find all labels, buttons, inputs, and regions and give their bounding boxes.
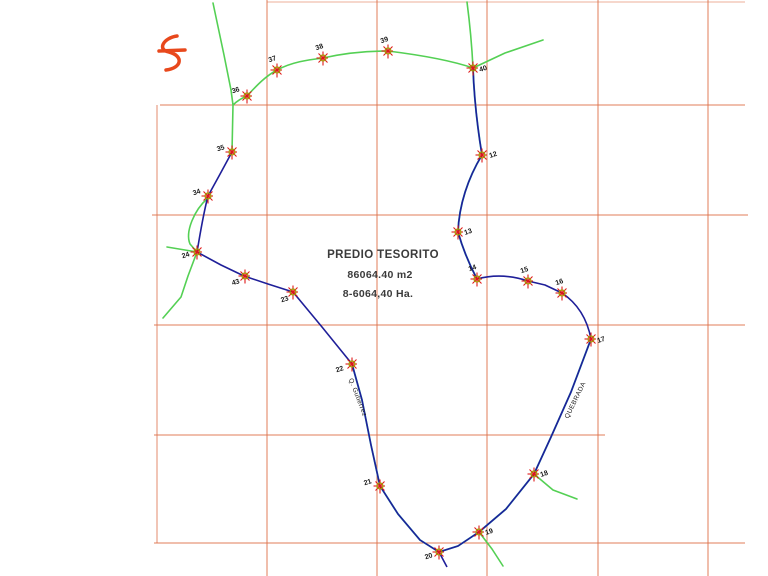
stream-northeast-branch <box>472 39 544 69</box>
benchmark-ring-icon <box>435 548 443 556</box>
point-number-22: 22 <box>335 365 345 374</box>
parcel-area-ha: 8-6064,40 Ha. <box>343 288 413 300</box>
survey-point-34 <box>201 189 213 204</box>
survey-point-40 <box>466 61 478 76</box>
benchmark-ring-icon <box>469 64 477 72</box>
stream-west-into-24 <box>166 246 198 253</box>
point-number-21: 21 <box>363 478 373 487</box>
benchmark-ring-icon <box>289 288 297 296</box>
stream-from-18 <box>533 473 578 500</box>
survey-point-19 <box>472 525 484 540</box>
benchmark-ring-icon <box>241 272 249 280</box>
benchmark-ring-icon <box>228 148 236 156</box>
survey-point-21 <box>373 479 385 494</box>
survey-point-39 <box>381 44 393 59</box>
point-number-35: 35 <box>216 144 226 153</box>
parcel-boundary <box>196 67 592 568</box>
survey-point-16 <box>555 286 567 301</box>
survey-point-15 <box>521 274 533 289</box>
point-number-34: 34 <box>192 188 202 197</box>
point-number-17: 17 <box>596 336 606 345</box>
survey-point-38 <box>316 51 328 66</box>
stream-under-east-boundary <box>457 67 483 280</box>
compass-glyph-icon <box>157 34 187 72</box>
point-number-14: 14 <box>468 264 478 273</box>
q-gutierrez-under-boundary <box>351 363 440 553</box>
survey-point-22 <box>345 357 357 372</box>
grid-lines <box>152 0 748 576</box>
point-number-24: 24 <box>181 251 191 260</box>
point-number-38: 38 <box>315 43 325 52</box>
stream-below-24 <box>162 251 198 319</box>
point-number-36: 36 <box>231 86 241 95</box>
survey-point-14 <box>470 272 482 287</box>
benchmark-ring-icon <box>587 335 595 343</box>
quebrada-under-boundary <box>438 338 592 553</box>
benchmark-ring-icon <box>558 289 566 297</box>
benchmark-ring-icon <box>348 360 356 368</box>
survey-point-37 <box>270 63 282 78</box>
point-number-43: 43 <box>231 278 241 287</box>
point-number-18: 18 <box>539 470 549 479</box>
survey-point-24 <box>190 245 202 260</box>
benchmark-ring-icon <box>530 470 538 478</box>
benchmark-ring-icon <box>376 482 384 490</box>
survey-point-12 <box>475 148 487 163</box>
benchmark-ring-icon <box>319 54 327 62</box>
point-number-20: 20 <box>424 552 434 561</box>
point-number-37: 37 <box>268 55 278 64</box>
benchmark-ring-icon <box>475 528 483 536</box>
benchmark-ring-icon <box>273 66 281 74</box>
stream-loop-34-24 <box>187 197 209 253</box>
survey-point-20 <box>432 545 444 560</box>
point-number-15: 15 <box>520 266 530 275</box>
benchmark-ring-icon <box>473 275 481 283</box>
point-number-40: 40 <box>478 65 488 74</box>
point-labels: 36 37 38 39 40 12 13 14 15 16 17 18 19 20 21 22 23 43 24 34… <box>181 36 606 561</box>
stream-above-40 <box>466 1 474 69</box>
point-number-13: 13 <box>463 228 473 237</box>
survey-point-17 <box>584 332 596 347</box>
benchmark-ring-icon <box>243 92 251 100</box>
point-number-12: 12 <box>488 151 498 160</box>
point-number-23: 23 <box>280 295 290 304</box>
survey-point-36 <box>240 89 252 104</box>
parcel-name: PREDIO TESORITO <box>327 249 439 261</box>
benchmark-ring-icon <box>193 248 201 256</box>
stream-from-19 <box>478 531 504 567</box>
survey-markers <box>190 44 596 560</box>
point-number-16: 16 <box>555 278 565 287</box>
survey-point-35 <box>225 145 237 160</box>
benchmark-ring-icon <box>524 277 532 285</box>
benchmark-ring-icon <box>478 151 486 159</box>
parcel-area-m2: 86064.40 m2 <box>347 269 412 281</box>
survey-point-13 <box>451 225 463 240</box>
benchmark-ring-icon <box>384 47 392 55</box>
survey-point-43 <box>238 269 250 284</box>
survey-point-18 <box>527 467 539 482</box>
benchmark-ring-icon <box>454 228 462 236</box>
point-number-19: 19 <box>484 528 494 537</box>
stream-top-vertical <box>212 2 234 153</box>
survey-point-23 <box>286 285 298 300</box>
point-number-39: 39 <box>380 36 390 45</box>
benchmark-ring-icon <box>204 192 212 200</box>
